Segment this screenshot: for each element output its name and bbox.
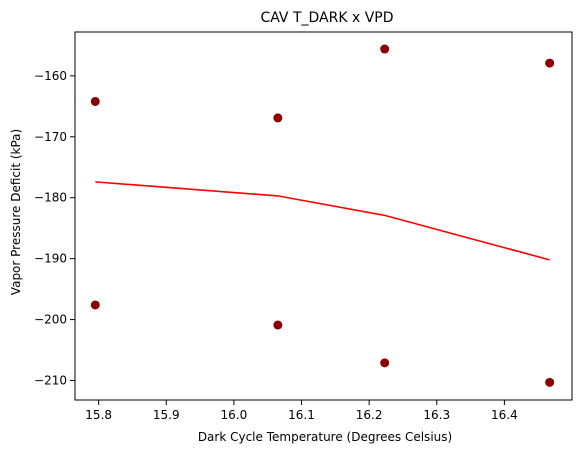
scatter-point — [90, 96, 100, 106]
x-tick-label: 15.9 — [153, 408, 180, 422]
x-tick-label: 16.2 — [356, 408, 383, 422]
scatter-point — [273, 113, 283, 123]
x-tick-label: 16.4 — [491, 408, 518, 422]
y-tick-label: −180 — [34, 191, 67, 205]
fit-line — [95, 181, 550, 261]
y-tick-label: −210 — [34, 374, 67, 388]
y-axis: −210 −200 −190 −180 −170 −160 — [34, 69, 75, 388]
y-tick-label: −170 — [34, 130, 67, 144]
x-axis-label: Dark Cycle Temperature (Degrees Celsius) — [198, 430, 452, 444]
scatter-point — [380, 44, 390, 54]
scatter-point — [380, 358, 390, 368]
scatter-point — [90, 300, 100, 310]
y-tick-label: −160 — [34, 69, 67, 83]
x-tick-label: 16.0 — [221, 408, 248, 422]
scatter-point — [273, 320, 283, 330]
plot-area — [90, 44, 555, 387]
x-tick-label: 15.8 — [85, 408, 112, 422]
scatter-point — [545, 58, 555, 68]
x-tick-label: 16.1 — [288, 408, 315, 422]
scatter-point — [545, 377, 555, 387]
x-axis: 15.8 15.9 16.0 16.1 16.2 16.3 16.4 — [85, 400, 518, 422]
plot-frame — [74, 31, 573, 401]
x-tick-label: 16.3 — [423, 408, 450, 422]
y-axis-label: Vapor Pressure Deficit (kPa) — [9, 129, 23, 295]
y-tick-label: −200 — [34, 313, 67, 327]
chart-title: CAV T_DARK x VPD — [260, 10, 393, 26]
y-tick-label: −190 — [34, 252, 67, 266]
